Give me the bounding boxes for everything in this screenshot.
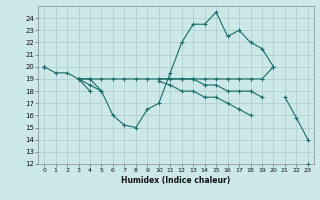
X-axis label: Humidex (Indice chaleur): Humidex (Indice chaleur) [121,176,231,185]
